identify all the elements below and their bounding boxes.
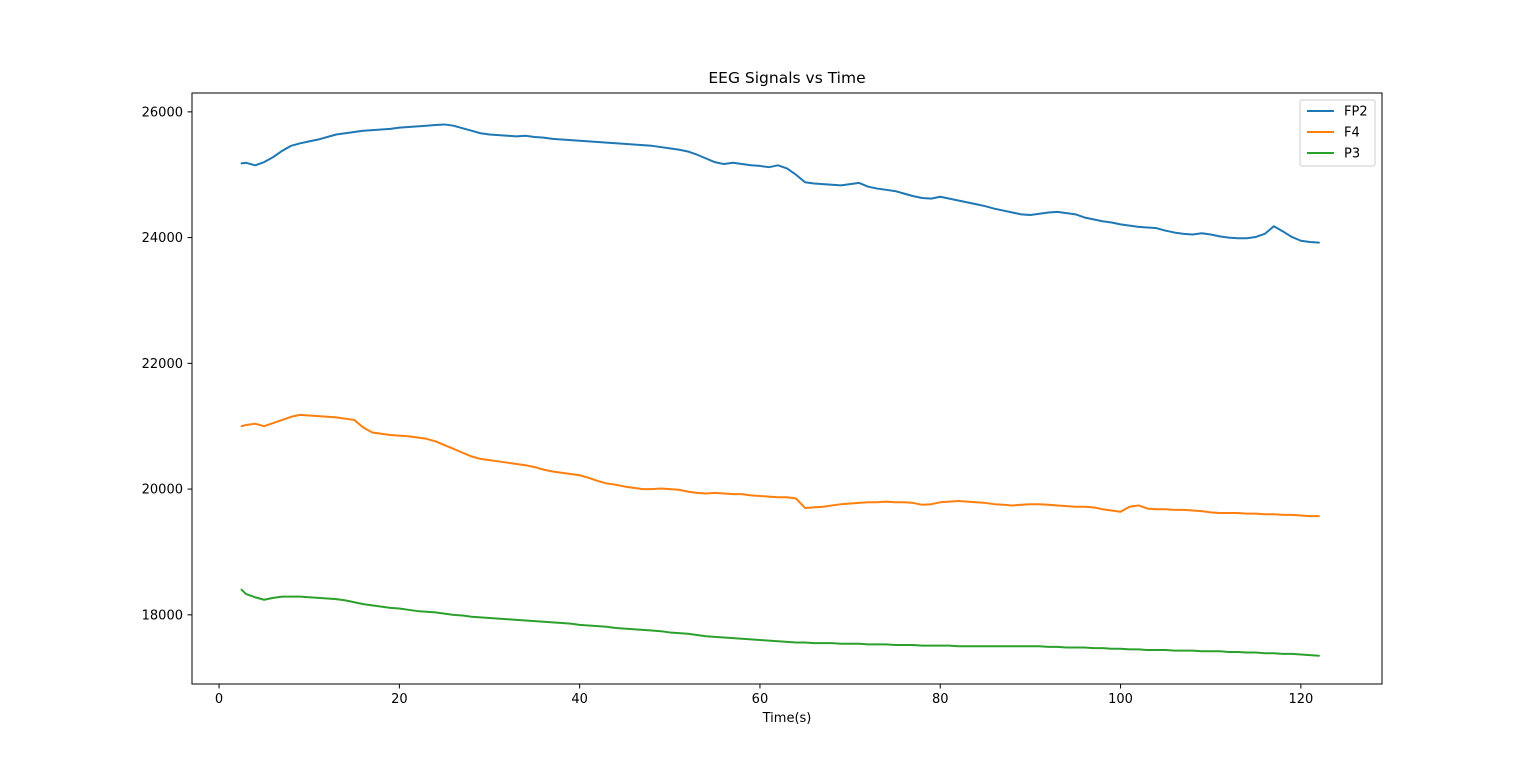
x-tick-label: 40: [571, 692, 588, 707]
x-tick-label: 60: [752, 692, 769, 707]
legend-label-f4: F4: [1344, 126, 1360, 141]
legend-label-p3: P3: [1344, 147, 1360, 162]
chart-title: EEG Signals vs Time: [708, 69, 865, 87]
y-axis: 18000 20000 22000 24000 26000: [142, 105, 192, 623]
y-tick-label: 18000: [142, 608, 183, 623]
y-tick-label: 24000: [142, 231, 183, 246]
x-axis: 0 20 40 60 80 100 120: [215, 684, 1313, 707]
plot-area: [240, 123, 1320, 657]
series-line-p3: [240, 588, 1320, 657]
legend-box: [1299, 99, 1376, 167]
series-line-f4: [240, 413, 1320, 518]
axes-frame: [191, 92, 1383, 685]
y-tick-label: 22000: [142, 357, 183, 372]
x-axis-label: Time(s): [762, 711, 812, 726]
x-tick-label: 20: [391, 692, 408, 707]
y-tick-label: 26000: [142, 105, 183, 120]
series-line-fp2: [240, 123, 1320, 244]
legend: FP2 F4 P3: [1299, 99, 1376, 167]
x-tick-label: 80: [932, 692, 949, 707]
legend-label-fp2: FP2: [1344, 105, 1368, 120]
x-tick-label: 0: [215, 692, 223, 707]
x-tick-label: 120: [1288, 692, 1313, 707]
y-tick-label: 20000: [142, 483, 183, 498]
x-tick-label: 100: [1108, 692, 1133, 707]
